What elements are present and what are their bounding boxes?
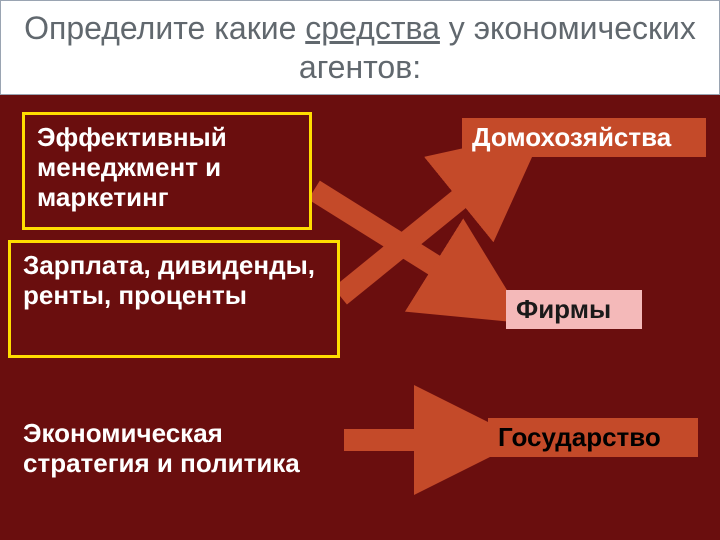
- title-prefix: Определите какие: [24, 10, 305, 46]
- box-salary-text: Зарплата, дивиденды, ренты, проценты: [23, 250, 315, 310]
- lbl-firms: Фирмы: [506, 290, 642, 329]
- slide-title: Определите какие средства у экономически…: [0, 0, 720, 95]
- lbl-firms-text: Фирмы: [516, 294, 611, 324]
- arrow-2: [340, 158, 510, 296]
- box-management-text: Эффективный менеджмент и маркетинг: [37, 122, 227, 212]
- lbl-state-text: Государство: [498, 422, 661, 452]
- box-salary: Зарплата, дивиденды, ренты, проценты: [8, 240, 340, 358]
- box-strategy-text: Экономическая стратегия и политика: [23, 418, 300, 478]
- box-management: Эффективный менеджмент и маркетинг: [22, 112, 312, 230]
- lbl-state: Государство: [488, 418, 698, 457]
- title-underlined: средства: [305, 10, 440, 46]
- lbl-households: Домохозяйства: [462, 118, 706, 157]
- box-strategy: Экономическая стратегия и политика: [8, 408, 340, 498]
- lbl-households-text: Домохозяйства: [472, 122, 671, 152]
- arrow-1: [314, 190, 490, 300]
